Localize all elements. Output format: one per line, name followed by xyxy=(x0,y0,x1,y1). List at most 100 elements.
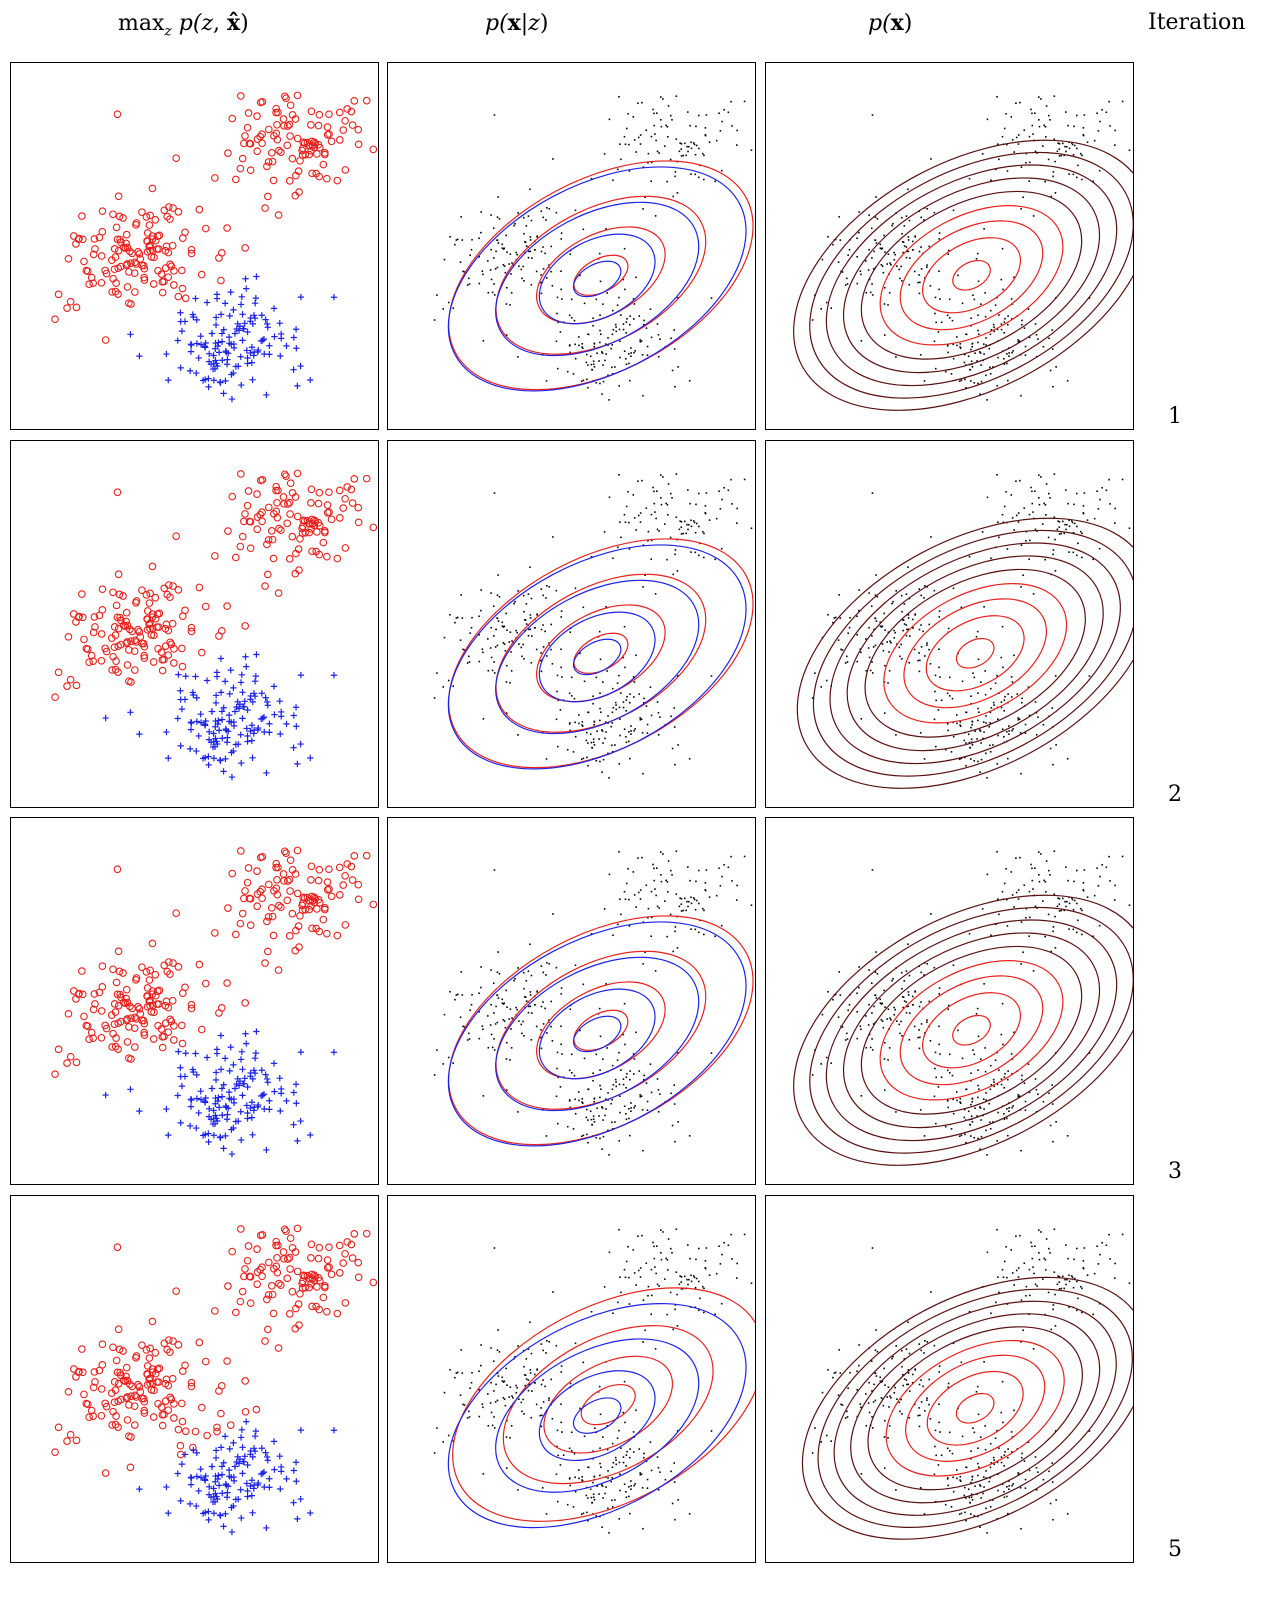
data-dot xyxy=(893,636,896,639)
data-dot xyxy=(1060,532,1063,535)
point-circle xyxy=(310,516,319,524)
data-dot xyxy=(442,308,445,310)
data-dot xyxy=(1019,479,1021,482)
point-plus xyxy=(233,325,240,333)
data-dot xyxy=(490,278,493,281)
data-dot xyxy=(975,257,978,260)
data-dot xyxy=(1045,514,1047,516)
point-circle xyxy=(169,1337,177,1345)
data-dot xyxy=(478,1415,481,1418)
data-dot xyxy=(1073,1277,1076,1280)
data-dot xyxy=(1002,1421,1004,1424)
data-dot xyxy=(449,990,451,993)
data-dot xyxy=(858,609,860,612)
data-dot xyxy=(625,505,628,508)
data-dot xyxy=(971,342,974,345)
data-dot xyxy=(560,1371,563,1373)
data-dot xyxy=(938,1025,940,1028)
data-dot xyxy=(674,553,676,556)
data-dot xyxy=(973,1431,976,1434)
data-dot xyxy=(874,1372,876,1374)
data-dot xyxy=(540,1047,543,1050)
data-dot xyxy=(958,1135,961,1138)
data-dot xyxy=(990,934,992,937)
data-dot xyxy=(442,686,445,688)
data-dot xyxy=(980,742,982,744)
point-circle xyxy=(63,682,71,690)
data-dot xyxy=(960,1512,963,1515)
data-dot xyxy=(981,908,984,910)
point-plus xyxy=(270,683,278,690)
data-dot xyxy=(697,176,700,179)
data-dot xyxy=(514,222,516,225)
data-dot xyxy=(622,328,625,331)
data-dot xyxy=(1068,147,1071,150)
data-dot xyxy=(1000,656,1003,659)
data-dot xyxy=(1049,369,1052,372)
data-dot xyxy=(625,1454,628,1456)
point-circle xyxy=(280,92,289,101)
data-dot xyxy=(596,1107,598,1109)
data-dot xyxy=(990,706,993,709)
data-dot xyxy=(645,1262,648,1265)
data-dot xyxy=(542,1401,545,1403)
data-dot xyxy=(629,1512,631,1515)
point-circle xyxy=(282,94,290,102)
data-dot xyxy=(947,249,950,252)
point-plus xyxy=(259,1470,266,1477)
data-dot xyxy=(570,1053,573,1056)
point-circle xyxy=(325,1263,333,1271)
data-dot xyxy=(1058,910,1061,912)
data-dot xyxy=(920,216,923,219)
data-dot xyxy=(1022,574,1024,577)
point-circle xyxy=(245,1272,254,1281)
point-circle xyxy=(117,1371,125,1380)
data-dot xyxy=(1040,476,1042,478)
point-circle xyxy=(157,1403,166,1411)
point-circle xyxy=(187,627,196,636)
data-dot xyxy=(1128,149,1131,152)
point-circle xyxy=(110,1000,119,1008)
data-dot xyxy=(642,1341,644,1343)
point-plus xyxy=(258,312,265,319)
data-dot xyxy=(618,1429,620,1432)
data-dot xyxy=(680,1281,683,1283)
data-dot xyxy=(522,1398,524,1401)
point-circle xyxy=(348,876,357,884)
data-dot xyxy=(856,1010,858,1013)
data-dot xyxy=(529,628,532,631)
data-dot xyxy=(599,1084,601,1087)
data-dot xyxy=(608,1251,611,1254)
data-dot xyxy=(1082,882,1085,884)
data-dot xyxy=(858,589,860,591)
data-dot xyxy=(989,372,992,375)
data-dot xyxy=(879,247,882,249)
point-plus xyxy=(234,1453,241,1460)
data-dot xyxy=(881,1020,884,1022)
data-dot xyxy=(694,1286,697,1289)
data-dot xyxy=(1003,1086,1005,1089)
data-dot xyxy=(656,1283,659,1286)
data-dot xyxy=(552,158,554,160)
point-plus xyxy=(182,673,189,680)
point-circle xyxy=(131,636,139,645)
data-dot xyxy=(1028,714,1031,717)
point-circle xyxy=(151,614,160,623)
data-dot xyxy=(642,1299,645,1301)
point-circle xyxy=(293,889,302,898)
point-circle xyxy=(127,300,135,308)
contour-a xyxy=(495,195,707,355)
data-dot xyxy=(632,298,635,300)
point-circle xyxy=(335,514,344,522)
data-dot xyxy=(471,993,473,996)
data-dot xyxy=(985,337,987,339)
data-dot xyxy=(1075,176,1078,179)
data-dot xyxy=(632,116,635,118)
data-dot xyxy=(1099,1253,1101,1256)
data-dot xyxy=(688,900,690,903)
data-dot xyxy=(580,1135,583,1138)
data-dot xyxy=(1105,866,1108,869)
data-dot xyxy=(989,1466,992,1469)
data-dot xyxy=(1038,1258,1041,1261)
data-dot xyxy=(693,1276,696,1279)
